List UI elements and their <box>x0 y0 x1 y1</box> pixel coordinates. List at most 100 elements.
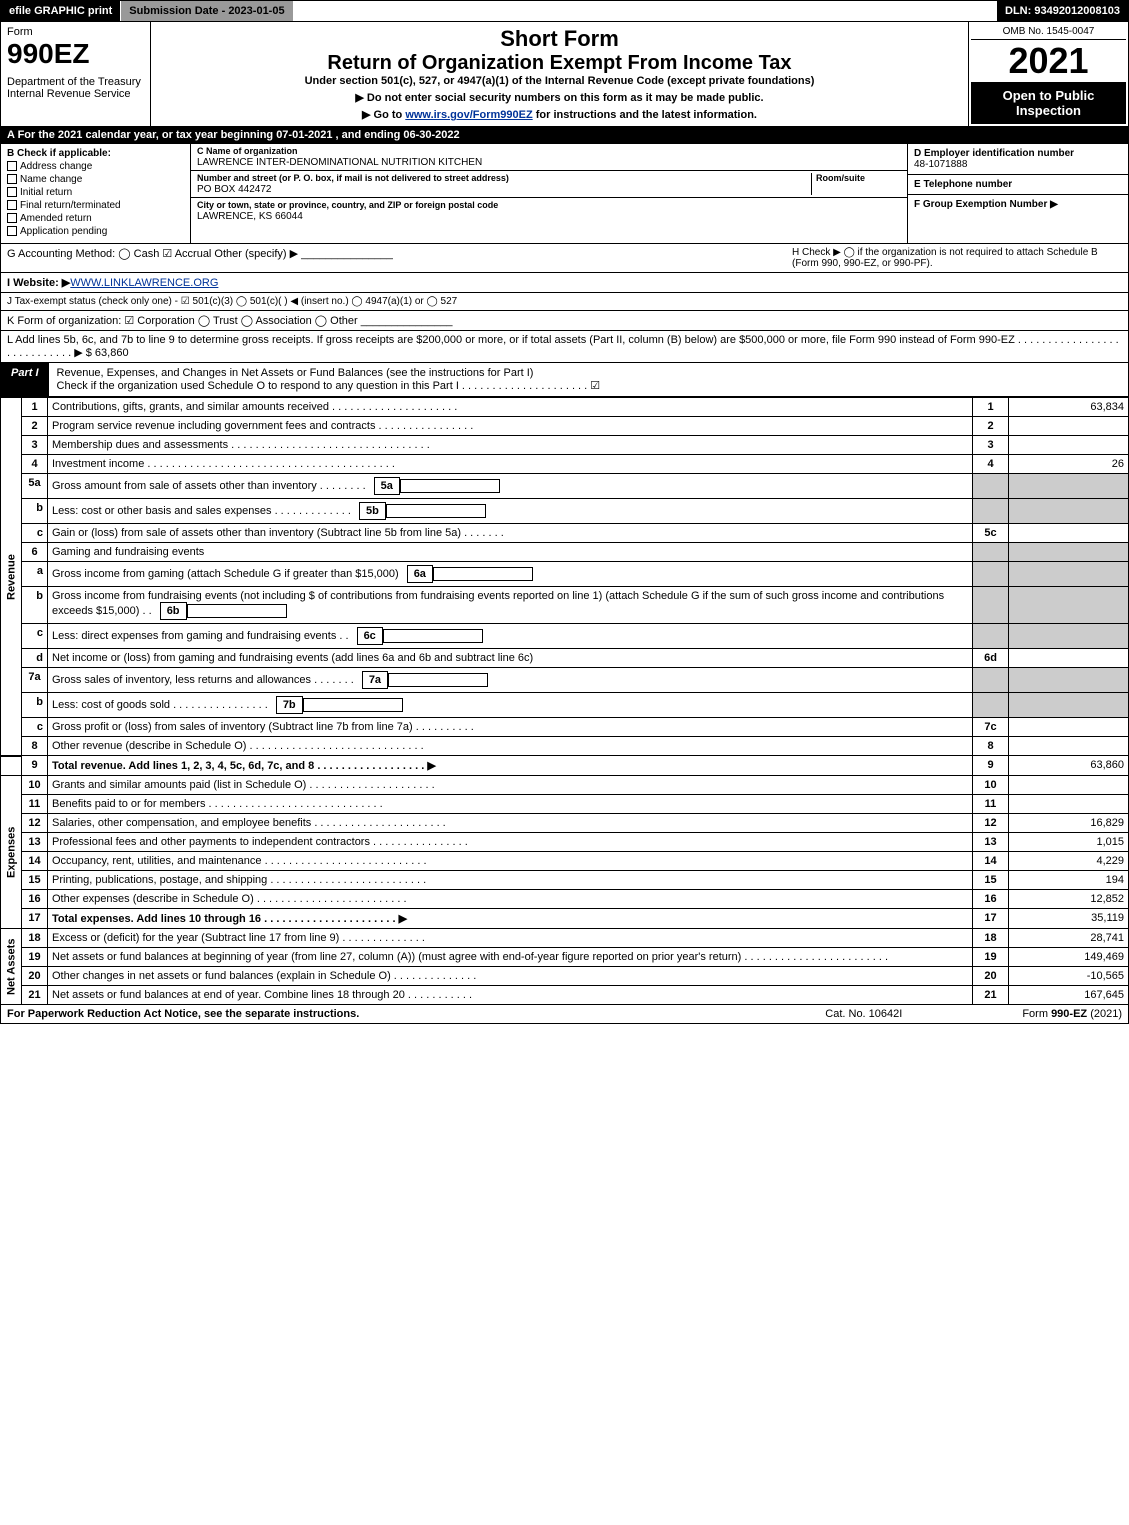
r5c-box: 5c <box>973 524 1009 543</box>
vert-rev-end <box>1 756 22 776</box>
r6d-val <box>1009 649 1129 668</box>
r6-num: 6 <box>22 543 48 562</box>
topbar-spacer <box>294 1 997 21</box>
r20-num: 20 <box>22 967 48 986</box>
r20-val: -10,565 <box>1009 967 1129 986</box>
room-label: Room/suite <box>816 173 865 183</box>
r14-box: 14 <box>973 852 1009 871</box>
r10-box: 10 <box>973 776 1009 795</box>
r11-desc: Benefits paid to or for members . . . . … <box>48 795 973 814</box>
col-CDE: C Name of organization LAWRENCE INTER-DE… <box>191 144 1128 243</box>
part1-header: Part I Revenue, Expenses, and Changes in… <box>0 363 1129 397</box>
r18-desc: Excess or (deficit) for the year (Subtra… <box>48 929 973 948</box>
r15-box: 15 <box>973 871 1009 890</box>
r7b-desc: Less: cost of goods sold . . . . . . . .… <box>48 693 973 718</box>
r21-num: 21 <box>22 986 48 1005</box>
ssn-note: ▶ Do not enter social security numbers o… <box>161 91 958 104</box>
open-to-public-badge: Open to Public Inspection <box>971 82 1126 124</box>
submission-date-button[interactable]: Submission Date - 2023-01-05 <box>121 1 293 21</box>
r3-val <box>1009 436 1129 455</box>
dln-label: DLN: 93492012008103 <box>997 1 1128 21</box>
vert-netassets: Net Assets <box>1 929 22 1005</box>
r7c-desc: Gross profit or (loss) from sales of inv… <box>48 718 973 737</box>
goto-pre: ▶ Go to <box>362 109 405 121</box>
r5a-grayval <box>1009 474 1129 499</box>
r12-num: 12 <box>22 814 48 833</box>
department-label: Department of the Treasury Internal Reve… <box>7 76 144 100</box>
addr-label: Number and street (or P. O. box, if mail… <box>197 173 509 183</box>
r6c-text: Less: direct expenses from gaming and fu… <box>52 630 349 642</box>
section-BCDE: B Check if applicable: Address change Na… <box>0 144 1129 244</box>
r21-desc: Net assets or fund balances at end of ye… <box>48 986 973 1005</box>
r12-desc: Salaries, other compensation, and employ… <box>48 814 973 833</box>
r3-desc: Membership dues and assessments . . . . … <box>48 436 973 455</box>
C-name-label: C Name of organization <box>197 146 298 156</box>
page-footer: For Paperwork Reduction Act Notice, see … <box>0 1005 1129 1024</box>
r7b-input[interactable] <box>303 698 403 712</box>
r7a-input[interactable] <box>388 673 488 687</box>
r2-desc: Program service revenue including govern… <box>48 417 973 436</box>
r10-num: 10 <box>22 776 48 795</box>
footer-r-pre: Form <box>1022 1008 1051 1020</box>
r5b-desc: Less: cost or other basis and sales expe… <box>48 499 973 524</box>
r19-desc: Net assets or fund balances at beginning… <box>48 948 973 967</box>
r5a-num: 5a <box>22 474 48 499</box>
r6b-input[interactable] <box>187 604 287 618</box>
chk-initial-return[interactable]: Initial return <box>7 187 184 198</box>
cell-phone: E Telephone number <box>908 175 1128 195</box>
r6d-num: d <box>22 649 48 668</box>
r5b-text: Less: cost or other basis and sales expe… <box>52 505 351 517</box>
line-G-H: G Accounting Method: ◯ Cash ☑ Accrual Ot… <box>0 244 1129 273</box>
r5a-input[interactable] <box>400 479 500 493</box>
r6c-input[interactable] <box>383 629 483 643</box>
r17-val: 35,119 <box>1009 909 1129 929</box>
form-header: Form 990EZ Department of the Treasury In… <box>0 22 1129 127</box>
D-label: D Employer identification number <box>914 148 1074 159</box>
chk-name-change[interactable]: Name change <box>7 174 184 185</box>
header-left: Form 990EZ Department of the Treasury In… <box>1 22 151 126</box>
chk-final-return[interactable]: Final return/terminated <box>7 200 184 211</box>
tax-year: 2021 <box>971 40 1126 82</box>
r19-num: 19 <box>22 948 48 967</box>
omb-number: OMB No. 1545-0047 <box>971 24 1126 40</box>
r13-desc: Professional fees and other payments to … <box>48 833 973 852</box>
footer-r-post: (2021) <box>1087 1008 1122 1020</box>
efile-print-button[interactable]: efile GRAPHIC print <box>1 1 121 21</box>
chk-address-change[interactable]: Address change <box>7 161 184 172</box>
r8-num: 8 <box>22 737 48 756</box>
r7a-grayval <box>1009 668 1129 693</box>
r12-box: 12 <box>973 814 1009 833</box>
r7b-graybox <box>973 693 1009 718</box>
form-word: Form <box>7 26 144 38</box>
r20-desc: Other changes in net assets or fund bala… <box>48 967 973 986</box>
r5b-input[interactable] <box>386 504 486 518</box>
cell-org-name: C Name of organization LAWRENCE INTER-DE… <box>191 144 907 171</box>
cell-ein: D Employer identification number 48-1071… <box>908 144 1128 175</box>
r6a-input[interactable] <box>433 567 533 581</box>
r12-val: 16,829 <box>1009 814 1129 833</box>
website-link[interactable]: WWW.LINKLAWRENCE.ORG <box>70 277 218 289</box>
cell-group-exemption: F Group Exemption Number ▶ <box>908 195 1128 214</box>
r6c-desc: Less: direct expenses from gaming and fu… <box>48 624 973 649</box>
r11-num: 11 <box>22 795 48 814</box>
r4-desc: Investment income . . . . . . . . . . . … <box>48 455 973 474</box>
r6b-num: b <box>22 587 48 624</box>
r4-box: 4 <box>973 455 1009 474</box>
r4-val: 26 <box>1009 455 1129 474</box>
r7b-num: b <box>22 693 48 718</box>
r10-val <box>1009 776 1129 795</box>
col-C: C Name of organization LAWRENCE INTER-DE… <box>191 144 908 243</box>
chk-final-return-label: Final return/terminated <box>20 200 121 211</box>
r7b-ib: 7b <box>276 696 303 714</box>
r6d-box: 6d <box>973 649 1009 668</box>
r6b-desc: Gross income from fundraising events (no… <box>48 587 973 624</box>
r5a-graybox <box>973 474 1009 499</box>
chk-amended-return[interactable]: Amended return <box>7 213 184 224</box>
irs-link[interactable]: www.irs.gov/Form990EZ <box>405 109 532 121</box>
short-form-title: Short Form <box>161 26 958 52</box>
chk-application-pending[interactable]: Application pending <box>7 226 184 237</box>
r3-num: 3 <box>22 436 48 455</box>
footer-catno: Cat. No. 10642I <box>825 1008 902 1020</box>
r6c-graybox <box>973 624 1009 649</box>
r13-box: 13 <box>973 833 1009 852</box>
